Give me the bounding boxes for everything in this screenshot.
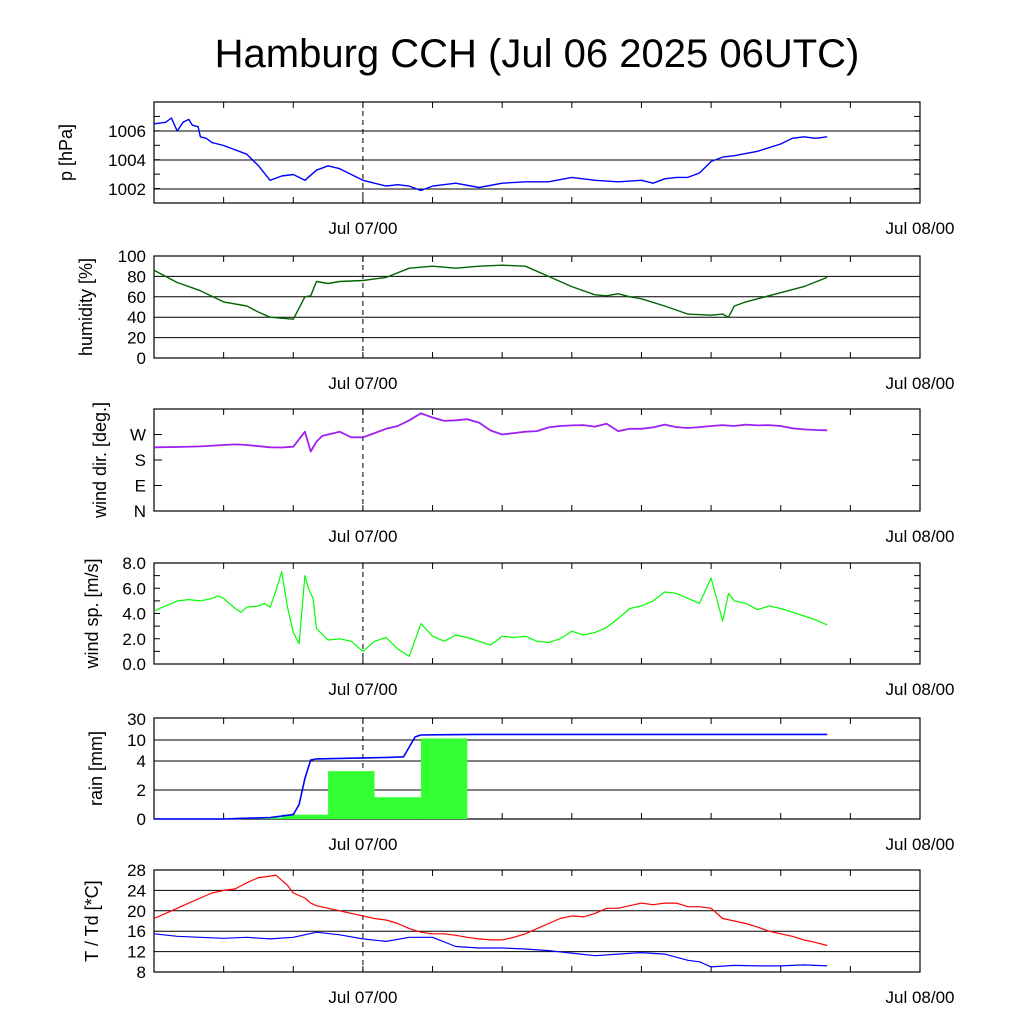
y-tick-label: 24 xyxy=(127,881,146,900)
rain-bar xyxy=(281,814,329,819)
rain-bar xyxy=(420,738,468,819)
panel-4: Jul 07/00 Jul 08/00 wind sp. [m/s] 0.0 2.0 4.… xyxy=(82,554,955,699)
pressure-line xyxy=(153,117,828,192)
y-axis-label: wind sp. [m/s] xyxy=(82,558,102,669)
y-tick-label: N xyxy=(134,502,146,521)
y-tick-label: 40 xyxy=(127,308,146,327)
x-tick-label: Jul 08/00 xyxy=(886,680,955,699)
y-tick-label: 1002 xyxy=(108,180,146,199)
panel-5: Jul 07/00 Jul 08/00 rain [mm] 0 2 4 10 30 xyxy=(86,710,955,854)
y-tick-label: 2 xyxy=(137,781,146,800)
x-tick-label: Jul 07/00 xyxy=(328,988,397,1007)
chart-title: Hamburg CCH (Jul 06 2025 06UTC) xyxy=(215,32,860,76)
x-tick-label: Jul 08/00 xyxy=(886,374,955,393)
y-tick-label: 2.0 xyxy=(122,630,146,649)
x-tick-label: Jul 07/00 xyxy=(328,527,397,546)
y-tick-label: 1004 xyxy=(108,151,146,170)
y-tick-label: 4.0 xyxy=(122,605,146,624)
y-tick-label: 30 xyxy=(127,710,146,729)
y-tick-label: E xyxy=(135,477,146,496)
x-tick-label: Jul 07/00 xyxy=(328,680,397,699)
y-tick-label: 0.0 xyxy=(122,655,146,674)
y-tick-label: 4 xyxy=(137,752,146,771)
wind-speed-line xyxy=(153,571,828,658)
x-tick-label: Jul 08/00 xyxy=(886,527,955,546)
x-tick-label: Jul 08/00 xyxy=(886,219,955,238)
y-tick-label: 80 xyxy=(127,267,146,286)
panels: Jul 07/00 Jul 08/00p [hPa]100210041006Jul… xyxy=(56,101,955,1007)
rain-bar xyxy=(328,771,375,819)
y-axis-label: T / Td [*C] xyxy=(82,880,102,961)
y-tick-label: 10 xyxy=(127,731,146,750)
y-axis-label: wind dir. [deg.] xyxy=(90,402,110,519)
y-tick-label: 20 xyxy=(127,902,146,921)
y-tick-label: 8.0 xyxy=(122,554,146,573)
plot-frame xyxy=(153,101,921,204)
y-tick-label: 100 xyxy=(118,247,146,266)
y-tick-label: 16 xyxy=(127,922,146,941)
y-tick-label: 6.0 xyxy=(122,579,146,598)
y-tick-label: W xyxy=(130,426,146,445)
y-tick-label: 8 xyxy=(137,963,146,982)
panel-1: Jul 07/00 Jul 08/00 p [hPa] 1002 1004 1006 xyxy=(56,101,955,238)
dewpoint-line xyxy=(153,931,828,968)
y-tick-label: 20 xyxy=(127,329,146,348)
y-tick-label: 60 xyxy=(127,288,146,307)
y-tick-label: 0 xyxy=(137,810,146,829)
y-tick-label: 28 xyxy=(127,861,146,880)
x-tick-label: Jul 08/00 xyxy=(886,835,955,854)
y-axis-label: humidity [%] xyxy=(76,258,96,356)
x-tick-label: Jul 08/00 xyxy=(886,988,955,1007)
rain-cumulative-line xyxy=(154,733,828,820)
x-tick-label: Jul 07/00 xyxy=(328,374,397,393)
plot-frame xyxy=(153,717,921,820)
y-tick-label: 0 xyxy=(137,349,146,368)
y-tick-label: S xyxy=(135,451,146,470)
wind-direction-line xyxy=(153,412,828,453)
humidity-line xyxy=(153,264,828,320)
rain-bar xyxy=(374,797,421,819)
y-axis-label: p [hPa] xyxy=(56,124,76,181)
y-axis-label: rain [mm] xyxy=(86,731,106,806)
x-tick-label: Jul 07/00 xyxy=(328,835,397,854)
y-tick-label: 1006 xyxy=(108,122,146,141)
temperature-line xyxy=(153,874,828,947)
y-tick-label: 12 xyxy=(127,943,146,962)
x-tick-label: Jul 07/00 xyxy=(328,219,397,238)
